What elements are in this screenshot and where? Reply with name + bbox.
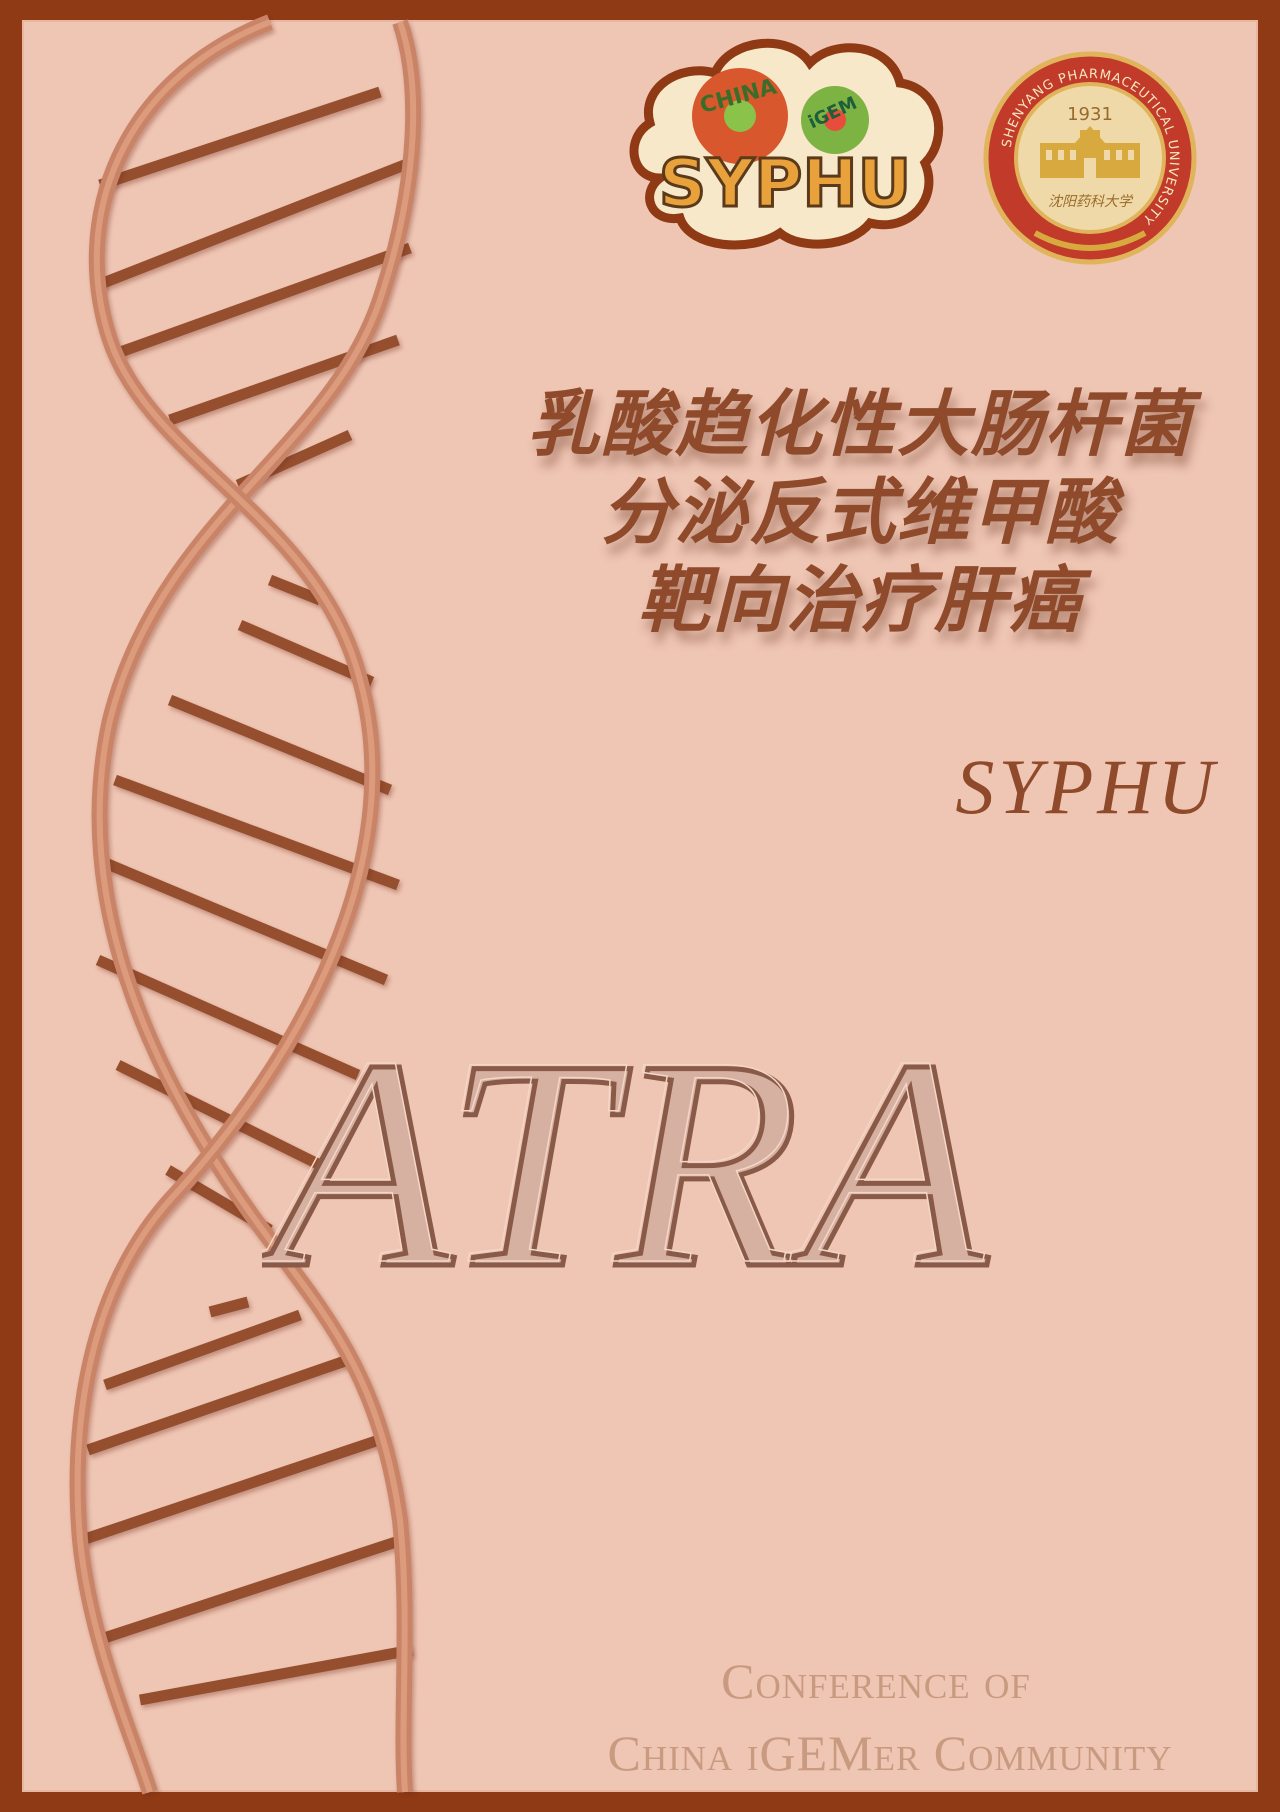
title-line-1: 乳酸趋化性大肠杆菌 (526, 381, 1193, 466)
team-logo-syphu-text: SYPHU (659, 145, 912, 222)
team-name: SYPHU (955, 743, 1218, 830)
footer-line-2: China iGEMer Community (607, 1725, 1173, 1781)
university-seal-cn-name: 沈阳药科大学 (1048, 194, 1134, 210)
title-line-2: 分泌反式维甲酸 (600, 469, 1119, 554)
university-seal: SHENYANG PHARMACEUTICAL UNIVERSITY 1931 … (983, 51, 1197, 265)
project-name-highlight: ATRA (262, 994, 988, 1285)
project-name-graphic: ATRA ATRA (262, 993, 992, 1285)
title-line-3: 靶向治疗肝癌 (637, 557, 1082, 642)
footer-line-1: Conference of (721, 1653, 1031, 1709)
project-name: ATRA (262, 998, 992, 1285)
logo-area: CHINA iGEM SYPHU SHENYANG PHARMACEUTICAL… (620, 28, 1220, 268)
university-seal-year: 1931 (1067, 104, 1113, 125)
project-title-chinese: 乳酸趋化性大肠杆菌 分泌反式维甲酸 靶向治疗肝癌 (520, 380, 1200, 644)
team-logo: CHINA iGEM SYPHU (629, 38, 944, 250)
conference-footer: Conference of China iGEMer Community (520, 1645, 1260, 1789)
